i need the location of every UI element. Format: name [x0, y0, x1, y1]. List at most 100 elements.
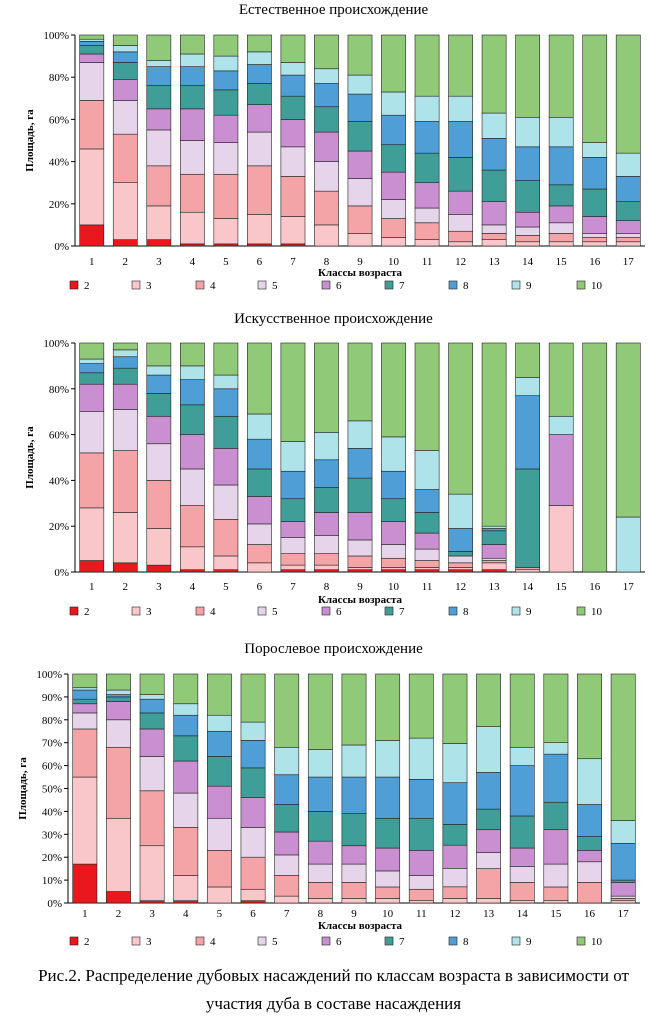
bar-segment-class-3 [375, 898, 401, 904]
x-tick-label: 2 [123, 581, 129, 593]
x-tick-label: 2 [116, 908, 122, 920]
bar-segment-class-7 [381, 498, 406, 522]
bar-segment-class-5 [206, 817, 232, 851]
bar-segment-class-8 [481, 528, 507, 532]
bar-segment-class-3 [414, 567, 440, 571]
x-tick-label: 11 [422, 256, 433, 268]
bar-segment-class-10 [146, 34, 172, 61]
legend-label: 4 [210, 936, 216, 948]
bar-segment-class-3 [476, 898, 502, 904]
bar-segment-class-3 [314, 224, 339, 247]
bar-segment-class-6 [414, 182, 440, 209]
bar-segment-class-4 [314, 190, 339, 226]
bar-segment-class-9 [448, 493, 473, 529]
bar-segment-class-9 [314, 68, 339, 84]
bar-segment-class-5 [79, 62, 105, 101]
bar-segment-class-4 [481, 560, 507, 564]
bar-segment-class-6 [548, 205, 574, 224]
bar-segment-class-4 [240, 856, 266, 890]
bar-segment-class-2 [146, 564, 172, 573]
bar-segment-class-3 [72, 776, 98, 865]
bar-segment-class-9 [515, 116, 541, 148]
x-tick-label: 14 [522, 256, 534, 268]
y-tick-label: 70% [42, 738, 62, 750]
y-tick-label: 60% [42, 761, 62, 773]
bar-segment-class-2 [112, 562, 138, 573]
x-tick-label: 14 [522, 581, 534, 593]
bar-segment-class-8 [341, 776, 367, 814]
legend-label: 4 [210, 280, 216, 292]
bar-segment-class-6 [577, 850, 602, 863]
legend-swatch-class-7 [384, 936, 394, 946]
bar-segment-class-2 [213, 243, 239, 247]
legend-swatch-class-6 [321, 936, 331, 946]
bar-segment-class-10 [414, 34, 440, 97]
bar-segment-class-8 [106, 694, 131, 698]
bar-segment-class-7 [274, 804, 300, 833]
bar-segment-class-8 [146, 66, 172, 86]
y-axis-label: Площадь, га [24, 109, 36, 172]
bar-segment-class-5 [375, 870, 401, 888]
bar-segment-class-3 [274, 895, 300, 904]
bar-segment-class-9 [307, 749, 333, 778]
x-tick-label: 3 [156, 256, 162, 268]
bar-segment-class-9 [112, 45, 138, 53]
bar-segment-class-5 [247, 523, 272, 545]
bar-segment-class-5 [615, 233, 641, 238]
bar-segment-class-7 [582, 188, 608, 217]
bar-segment-class-3 [548, 505, 574, 573]
bar-segment-class-4 [448, 230, 473, 243]
bar-segment-class-9 [476, 726, 502, 773]
bar-segment-class-5 [139, 756, 165, 792]
legend-swatch-class-7 [384, 280, 394, 290]
bar-segment-class-4 [274, 875, 300, 897]
legend-swatch-class-10 [576, 936, 586, 946]
bar-segment-class-4 [408, 888, 434, 902]
x-tick-label: 15 [550, 908, 562, 920]
bar-segment-class-8 [548, 146, 574, 186]
bar-segment-class-6 [79, 53, 105, 63]
legend-label: 4 [210, 606, 216, 618]
bar-segment-class-6 [381, 171, 406, 200]
bar-segment-class-5 [414, 207, 440, 224]
bar-segment-class-8 [307, 776, 333, 812]
bar-segment-class-9 [179, 365, 205, 380]
legend-label: 7 [399, 606, 405, 618]
bar-segment-class-9 [240, 721, 266, 741]
bar-segment-class-7 [213, 415, 239, 449]
bar-segment-class-9 [173, 703, 199, 716]
bar-segment-class-3 [347, 233, 373, 247]
bar-segment-class-6 [247, 496, 272, 525]
y-tick-label: 60% [49, 430, 69, 442]
legend-label: 5 [272, 280, 278, 292]
y-tick-label: 50% [42, 784, 62, 796]
x-tick-label: 15 [556, 256, 568, 268]
bar-segment-class-6 [515, 211, 541, 228]
bar-segment-class-5 [280, 537, 306, 554]
bar-segment-class-5 [213, 484, 239, 520]
bar-segment-class-8 [347, 93, 373, 122]
bar-segment-class-6 [146, 108, 172, 131]
bar-segment-class-6 [173, 760, 199, 794]
bar-segment-class-4 [341, 882, 367, 899]
bar-segment-class-9 [615, 516, 641, 573]
bar-segment-class-8 [213, 70, 239, 91]
legend-swatch-class-7 [384, 606, 394, 616]
bar-segment-class-2 [347, 569, 373, 573]
bar-segment-class-8 [615, 176, 641, 202]
bar-segment-class-7 [79, 45, 105, 55]
bar-segment-class-5 [381, 544, 406, 559]
x-tick-label: 7 [284, 908, 290, 920]
bar-segment-class-5 [481, 224, 507, 234]
legend-label: 2 [84, 936, 90, 948]
bar-segment-class-7 [610, 879, 636, 883]
y-tick-label: 100% [43, 338, 69, 350]
bar-segment-class-4 [548, 233, 574, 243]
x-tick-label: 10 [382, 908, 394, 920]
bar-segment-class-10 [213, 342, 239, 376]
x-tick-label: 13 [483, 908, 495, 920]
bar-segment-class-3 [442, 898, 468, 904]
bar-segment-class-2 [179, 569, 205, 573]
bar-segment-class-8 [515, 146, 541, 181]
bar-segment-class-6 [247, 104, 272, 133]
